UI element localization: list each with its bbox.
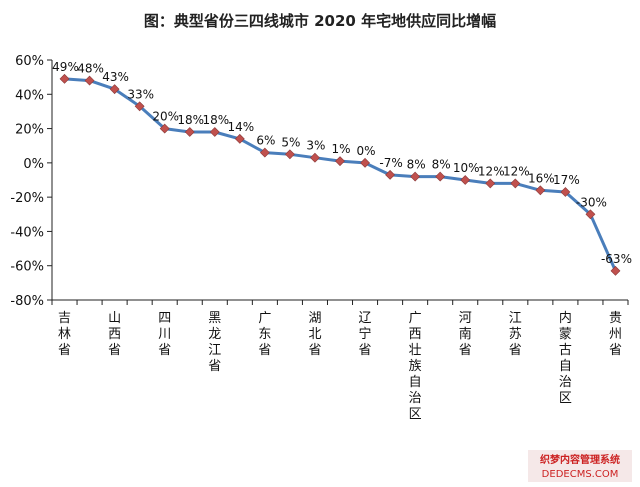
data-point (460, 175, 471, 185)
category-label: 湖北省 (308, 311, 321, 358)
y-tick-label: -40% (10, 225, 44, 240)
category-label: 贵州省 (609, 311, 622, 358)
watermark-box (528, 450, 632, 482)
category-label: 河南省 (459, 311, 472, 358)
y-tick-label: 0% (23, 157, 44, 172)
data-label: 16% (528, 171, 555, 185)
data-label: 8% (432, 158, 451, 172)
data-point (234, 133, 245, 144)
data-point (335, 156, 345, 167)
y-tick-label: 60% (15, 54, 44, 69)
watermark-url: DEDECMS.COM (542, 469, 619, 480)
category-label: 辽宁省 (359, 311, 372, 358)
watermark: 织梦内容管理系统 DEDECMS.COM (528, 450, 632, 482)
data-point (284, 149, 295, 160)
category-label: 四川省 (158, 311, 171, 358)
data-label: 12% (503, 164, 530, 178)
category-label: 江苏省 (509, 311, 522, 358)
data-label: -7% (379, 156, 402, 170)
category-label: 广东省 (258, 311, 271, 358)
data-labels: 49%48%43%33%20%18%18%14%6% 5% 3% 1% 0%-7% 8% 8… (52, 60, 632, 266)
data-point (259, 147, 270, 158)
data-label: -30% (576, 195, 607, 209)
data-point (585, 209, 596, 220)
data-point (610, 265, 621, 276)
data-label: 0% (357, 144, 376, 158)
data-label: 48% (77, 62, 104, 76)
data-point (385, 169, 396, 180)
data-point (59, 73, 70, 84)
data-label: 8% (407, 158, 426, 172)
data-label: 33% (127, 87, 154, 101)
data-point (84, 75, 95, 86)
data-point (109, 84, 120, 95)
y-tick-label: 20% (15, 123, 44, 138)
data-point (184, 127, 195, 137)
data-point (360, 157, 370, 168)
data-label: 20% (152, 110, 179, 124)
data-label: 49% (52, 60, 79, 74)
data-point (134, 101, 145, 112)
axes: 60% 40% 20% 0% -20% -40% -60% -80% (10, 54, 629, 309)
data-label: 5% (281, 135, 300, 149)
data-label: 18% (177, 113, 204, 127)
series (59, 73, 621, 276)
category-labels: 吉林省 山西省 四川省 黑龙江省 广东省 湖北省 辽宁省 广西壮族自治区 河南省 江苏省 内蒙古自治… (58, 310, 622, 422)
category-label: 山西省 (108, 311, 121, 358)
category-label: 广西壮族自治区 (409, 311, 422, 422)
data-label: 18% (202, 113, 229, 127)
data-label: 6% (256, 134, 275, 148)
y-tick-label: 40% (15, 88, 44, 103)
watermark-logo-text: 织梦内容管理系统 (540, 453, 620, 466)
category-label: 内蒙古自治区 (559, 310, 572, 406)
data-label: 1% (331, 142, 350, 156)
y-tick-label: -60% (10, 260, 44, 275)
data-label: 10% (453, 161, 480, 175)
data-point (510, 178, 521, 189)
y-tick-label: -20% (10, 191, 44, 206)
y-tick-label: -80% (10, 294, 44, 309)
data-point (435, 171, 446, 182)
data-label: 14% (227, 120, 254, 134)
data-point (485, 178, 496, 189)
data-point (560, 187, 571, 197)
chart-title: 图：典型省份三四线城市 2020 年宅地供应同比增幅 (144, 12, 496, 30)
data-point (410, 171, 421, 182)
data-label: 12% (478, 164, 505, 178)
data-point (209, 127, 220, 137)
category-label: 吉林省 (58, 311, 71, 358)
data-point (535, 185, 546, 196)
category-label: 黑龙江省 (208, 311, 221, 374)
data-label: 3% (306, 139, 325, 153)
data-label: -63% (601, 252, 632, 266)
data-label: 43% (102, 70, 129, 84)
data-label: 17% (553, 173, 580, 187)
data-point (159, 123, 170, 134)
data-point (310, 152, 320, 163)
